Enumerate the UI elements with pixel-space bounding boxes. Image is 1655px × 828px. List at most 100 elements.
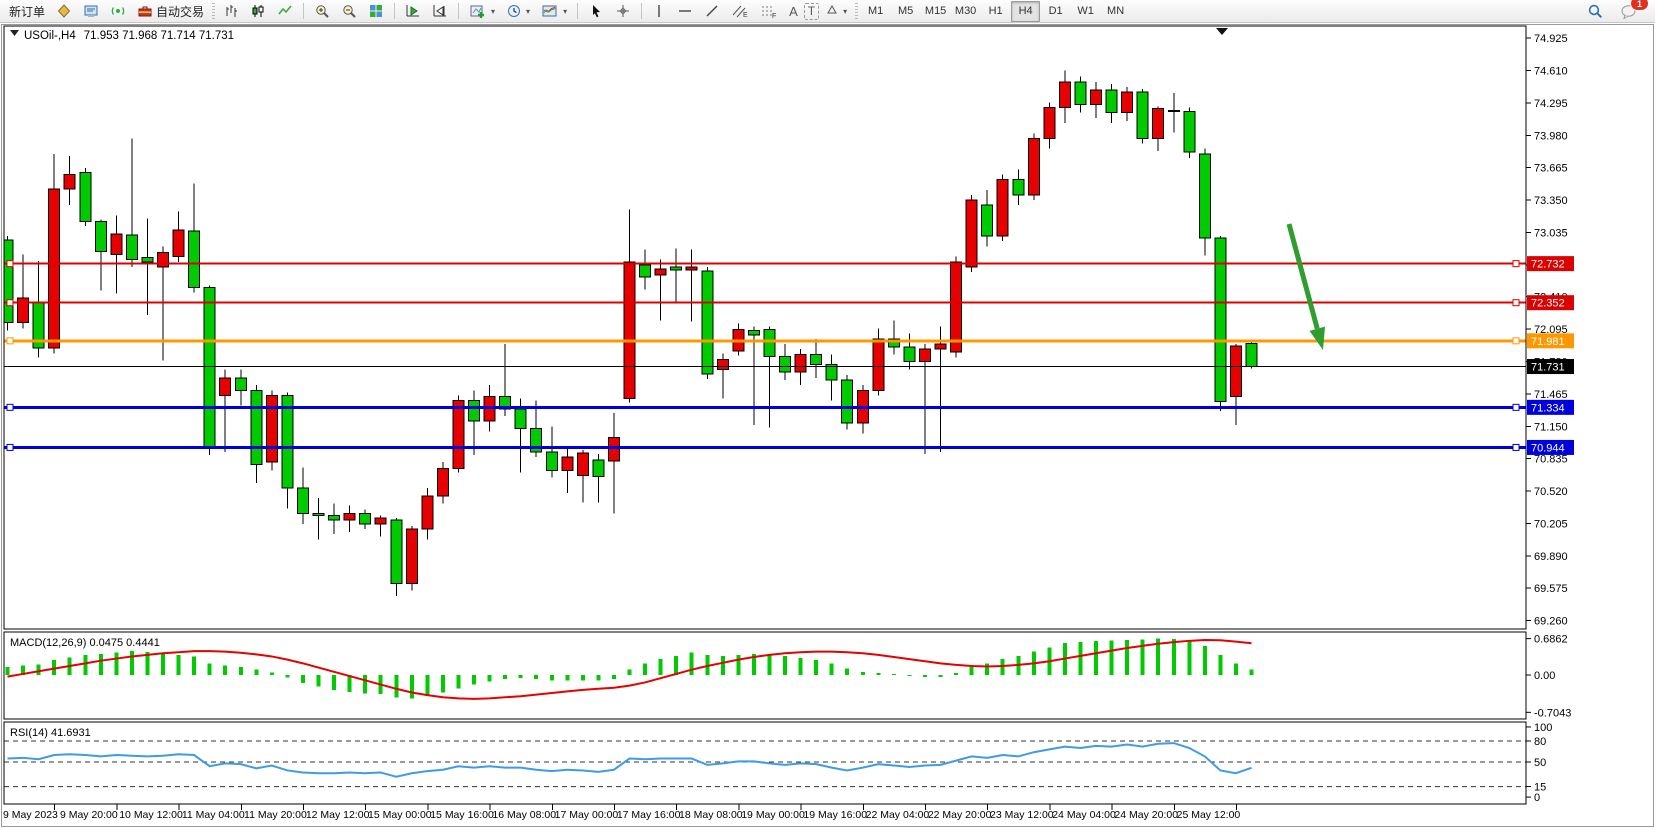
macd-bar	[1125, 640, 1130, 675]
rsi-border	[3, 721, 1527, 805]
zoom-in-icon[interactable]	[309, 0, 335, 22]
candle-body	[359, 513, 372, 525]
cursor-icon[interactable]	[583, 0, 609, 22]
hline-handle[interactable]	[1512, 260, 1520, 268]
rsi-scale-label: 100	[1534, 722, 1552, 734]
rsi-panel[interactable]	[4, 740, 1526, 788]
timeframe-MN[interactable]: MN	[1107, 5, 1125, 17]
diamond-icon[interactable]	[51, 0, 77, 22]
vertical-line-icon[interactable]	[647, 0, 671, 22]
price-tick-label: 69.575	[1534, 583, 1568, 595]
macd-bar	[36, 664, 41, 675]
hline-handle[interactable]	[1512, 443, 1520, 451]
hline-handle[interactable]	[6, 403, 14, 411]
candle-body	[623, 261, 636, 400]
crosshair-icon[interactable]	[610, 0, 636, 22]
auto-trading-button[interactable]: 自动交易	[132, 0, 209, 22]
hline-handle[interactable]	[6, 337, 14, 345]
price-tick-label: 74.610	[1534, 66, 1568, 78]
candle-body	[94, 221, 107, 253]
candle-body	[545, 451, 558, 471]
fibonacci-icon[interactable]: F	[755, 0, 783, 22]
chart-title-collapse-icon[interactable]	[10, 30, 19, 36]
candlestick-icon[interactable]	[245, 0, 271, 22]
hline-handle[interactable]	[6, 299, 14, 307]
annotation-arrow-shaft[interactable]	[1286, 223, 1320, 330]
annotation-arrow-head[interactable]	[1309, 326, 1325, 350]
timeframe-H4[interactable]: H4	[1011, 0, 1041, 22]
search-icon[interactable]	[1582, 0, 1609, 22]
time-tick-label: 19 May 16:00	[803, 809, 867, 821]
price-tick-label: 70.520	[1534, 486, 1568, 498]
chat-icon[interactable]: 1	[1615, 0, 1649, 22]
candle-body	[763, 329, 776, 357]
rsi-scale-label: 50	[1534, 757, 1546, 769]
timeframe-M5[interactable]: M5	[897, 5, 914, 17]
hline-handle[interactable]	[6, 443, 14, 451]
hline-handle[interactable]	[1512, 299, 1520, 307]
timeframe-M1[interactable]: M1	[867, 5, 884, 17]
rsi-scale-label: 15	[1534, 782, 1546, 794]
templates-icon[interactable]: ▾	[536, 0, 572, 22]
candle-body	[63, 173, 76, 190]
bar-chart-icon[interactable]	[218, 0, 244, 22]
macd-bar	[829, 663, 834, 675]
candle-body	[918, 348, 931, 363]
rsi-label: RSI(14) 41.6931	[10, 727, 91, 739]
timeframe-D1[interactable]: D1	[1048, 5, 1063, 17]
signal-icon[interactable]	[105, 0, 131, 22]
macd-panel[interactable]	[5, 638, 1254, 700]
candle-body	[825, 364, 838, 381]
label-icon[interactable]: T	[803, 2, 820, 20]
timeframe-H1[interactable]: H1	[988, 5, 1003, 17]
timeframe-M15[interactable]: M15	[924, 5, 947, 17]
shapes-icon[interactable]: ▾	[820, 0, 852, 22]
hline-handle[interactable]	[1512, 337, 1520, 345]
price-axis[interactable]: 74.925 74.610 74.295 73.980 73.665 73.350 73.0…	[1526, 33, 1574, 804]
macd-bar	[969, 667, 974, 675]
macd-bar	[1109, 640, 1114, 675]
macd-bar	[1202, 645, 1207, 675]
timeframe-M30[interactable]: M30	[954, 5, 977, 17]
line-chart-icon[interactable]	[272, 0, 298, 22]
candle-body	[561, 456, 574, 471]
macd-bar	[161, 653, 165, 675]
macd-bar	[223, 665, 228, 675]
auto-scroll-icon[interactable]	[400, 0, 426, 22]
trendline-icon[interactable]	[699, 0, 725, 22]
timeframe-W1[interactable]: W1	[1077, 5, 1094, 17]
zoom-out-icon[interactable]	[336, 0, 362, 22]
channel-icon[interactable]: E	[726, 0, 754, 22]
indicators-add-icon[interactable]: ▾	[464, 0, 500, 22]
tile-windows-icon[interactable]	[363, 0, 389, 22]
price-chart-panel[interactable]	[2, 70, 1526, 596]
price-label-text: 72.732	[1531, 259, 1565, 271]
new-order-button[interactable]: 新订单	[9, 4, 46, 19]
terminal-icon[interactable]	[78, 0, 104, 22]
toolbar-right: 1	[1582, 0, 1651, 22]
macd-bar	[52, 660, 57, 675]
macd-bar	[1171, 638, 1176, 675]
macd-bar	[891, 673, 896, 675]
candle-body	[887, 338, 900, 348]
candle-body	[141, 257, 154, 263]
periods-clock-icon[interactable]: ▾	[501, 0, 535, 22]
chart-shift-marker-icon[interactable]	[1216, 28, 1228, 35]
chart-window-frame	[1, 24, 1654, 827]
divider	[855, 3, 859, 19]
text-icon[interactable]: A	[789, 3, 798, 19]
price-tick-label: 70.835	[1534, 454, 1568, 466]
hline-handle[interactable]	[6, 260, 14, 268]
chart-shift-icon[interactable]	[427, 0, 453, 22]
macd-bar	[580, 675, 585, 681]
horizontal-line-icon[interactable]	[672, 0, 698, 22]
candle-body	[779, 355, 791, 373]
macd-bar	[347, 675, 352, 692]
toolbox-icon	[137, 3, 153, 19]
candle-body	[468, 400, 480, 422]
macd-bar	[425, 675, 430, 697]
candle-body	[1090, 89, 1102, 106]
hline-handle[interactable]	[1512, 403, 1520, 411]
